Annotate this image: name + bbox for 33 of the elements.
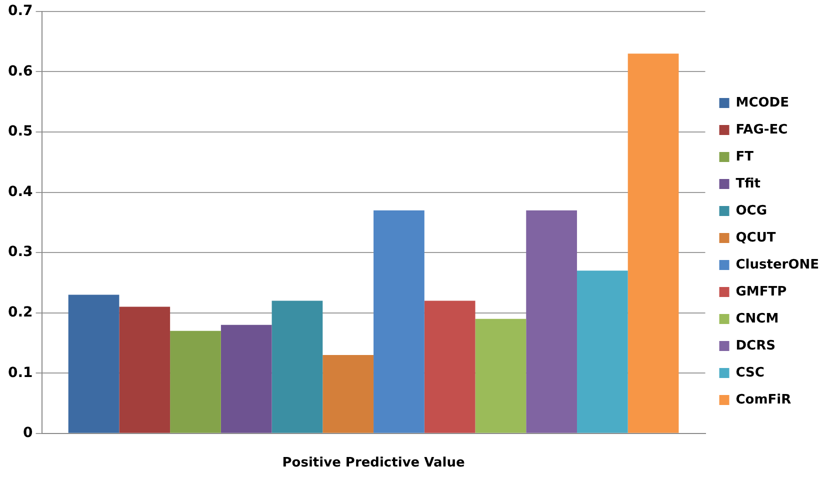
legend-label: QCUT	[736, 230, 776, 246]
bar	[576, 270, 628, 433]
bar	[322, 355, 374, 433]
bar	[170, 330, 221, 433]
legend-label: DCRS	[736, 338, 776, 354]
legend-label: FT	[736, 149, 754, 164]
legend-label: GMFTP	[736, 284, 787, 300]
legend-label: MCODE	[736, 95, 789, 110]
bar	[526, 210, 577, 433]
bar	[475, 318, 526, 433]
x-tick-label: Positive Predictive Value	[282, 456, 465, 471]
y-tick-label: 0.3	[8, 244, 33, 260]
bar	[220, 324, 272, 433]
legend-label: ClusterONE	[736, 257, 820, 272]
bar	[424, 300, 476, 433]
bar	[628, 54, 679, 433]
y-tick-label: 0.2	[8, 304, 33, 320]
legend-label: CNCM	[736, 311, 779, 326]
legend-label: OCG	[736, 203, 768, 218]
legend-label: ComFiR	[736, 392, 792, 408]
bar	[68, 294, 120, 433]
y-tick-label: 0.6	[8, 63, 33, 80]
y-tick-label: 0.1	[8, 364, 33, 381]
bar	[119, 306, 170, 433]
legend-label: CSC	[736, 365, 764, 380]
y-tick-label: 0.5	[8, 124, 33, 140]
y-tick-label: 0.4	[8, 184, 34, 200]
y-tick-label: 0	[23, 425, 34, 442]
legend-label: Tfit	[736, 176, 760, 192]
bar	[272, 300, 323, 433]
bar	[374, 210, 424, 433]
y-tick-label: 0.7	[8, 3, 33, 20]
legend-label: FAG-EC	[736, 122, 788, 138]
